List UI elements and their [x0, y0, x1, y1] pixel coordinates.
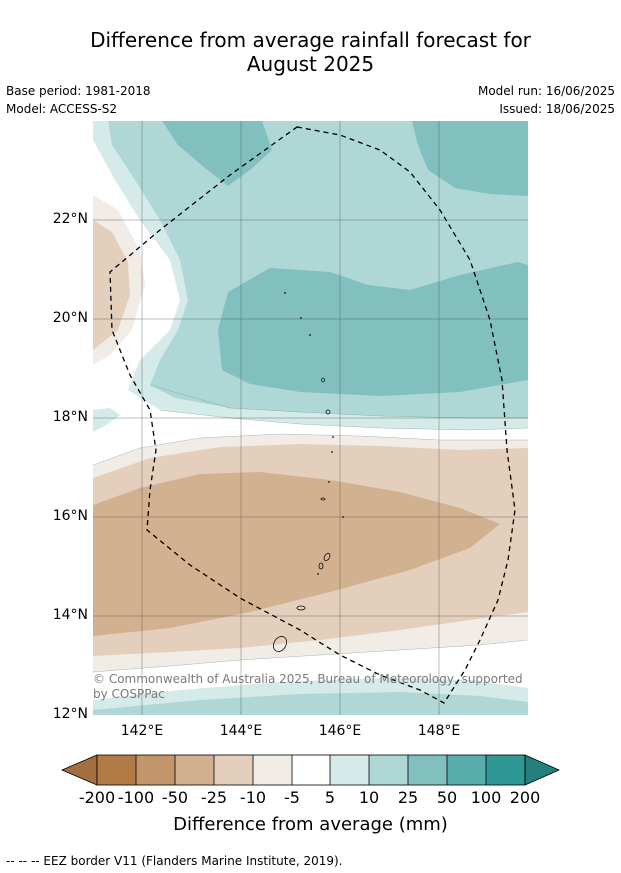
- meta-right: Model run: 16/06/2025 Issued: 18/06/2025: [478, 82, 615, 118]
- cb-label-7: 10: [358, 788, 380, 807]
- gridlines: [93, 121, 528, 715]
- island-guam: [273, 636, 287, 652]
- lon-label-148: 148°E: [417, 723, 461, 739]
- cb-label-8: 25: [397, 788, 419, 807]
- cb-label-9: 50: [436, 788, 458, 807]
- colorbar-bin-6: [292, 755, 330, 785]
- cb-label-1: -100: [117, 788, 155, 807]
- cb-label-2: -50: [161, 788, 189, 807]
- contour-south-25: [93, 692, 528, 715]
- copyright-line-2: by COSPPac: [93, 687, 165, 701]
- meta-left: Base period: 1981-2018 Model: ACCESS-S2: [6, 82, 151, 118]
- lat-label-22: 22°N: [52, 211, 88, 227]
- colorbar-bin-10: [447, 755, 486, 785]
- contour-south-neg25: [93, 472, 500, 636]
- cb-label-11: 200: [509, 788, 541, 807]
- island-anatahan: [320, 497, 326, 501]
- lat-label-18: 18°N: [52, 409, 88, 425]
- colorbar-bin-11: [486, 755, 525, 785]
- colorbar-bin-7: [330, 755, 369, 785]
- lat-label-20: 20°N: [52, 310, 88, 326]
- lon-label-144: 144°E: [219, 723, 263, 739]
- colorbar: [60, 754, 560, 786]
- footnote: -- -- -- EEZ border V11 (Flanders Marine…: [6, 854, 343, 868]
- colorbar-bin-9: [408, 755, 447, 785]
- contour-west-10: [93, 408, 120, 432]
- lat-label-16: 16°N: [52, 508, 88, 524]
- island-pagan: [325, 409, 331, 415]
- lon-label-146: 146°E: [318, 723, 362, 739]
- copyright-notice: © Commonwealth of Australia 2025, Bureau…: [93, 672, 523, 702]
- cb-label-6: 5: [324, 788, 336, 807]
- colorbar-bin-1: [97, 755, 136, 785]
- contour-north-50-top: [162, 121, 272, 186]
- contour-west-neg10: [93, 220, 130, 350]
- title-line-1: Difference from average rainfall forecas…: [90, 28, 531, 52]
- model-run: Model run: 16/06/2025: [477, 84, 615, 98]
- island-agrihan: [321, 377, 325, 383]
- colorbar-title: Difference from average (mm): [173, 814, 448, 835]
- eez-border: [109, 126, 516, 704]
- colorbar-bin-8: [369, 755, 408, 785]
- island-tinian: [318, 562, 324, 570]
- islets: [284, 292, 344, 575]
- islands: [273, 377, 331, 652]
- title-line-2: August 2025: [246, 52, 375, 76]
- colorbar-bin-4: [214, 755, 253, 785]
- colorbar-bin-5: [253, 755, 292, 785]
- issued-date: Issued: 18/06/2025: [499, 102, 615, 116]
- model-name: Model: ACCESS-S2: [6, 102, 118, 116]
- colorbar-bin-3: [175, 755, 214, 785]
- lat-label-12: 12°N: [52, 706, 88, 722]
- copyright-line-1: © Commonwealth of Australia 2025, Bureau…: [93, 672, 523, 686]
- colorbar-high-arrow: [524, 754, 560, 786]
- cb-label-4: -10: [239, 788, 267, 807]
- base-period: Base period: 1981-2018: [6, 84, 151, 98]
- lat-label-14: 14°N: [52, 607, 88, 623]
- cb-label-5: -5: [284, 788, 300, 807]
- colorbar-low-arrow: [60, 754, 98, 786]
- contour-north-50-mid: [218, 262, 528, 396]
- island-saipan: [323, 552, 331, 562]
- island-rota: [296, 605, 306, 611]
- map-title: Difference from average rainfall forecas…: [0, 28, 621, 76]
- contour-north-50-topright: [412, 121, 528, 196]
- lon-label-142: 142°E: [120, 723, 164, 739]
- cb-label-3: -25: [200, 788, 228, 807]
- cb-label-0: -200: [78, 788, 116, 807]
- colorbar-bin-2: [136, 755, 175, 785]
- cb-label-10: 100: [470, 788, 502, 807]
